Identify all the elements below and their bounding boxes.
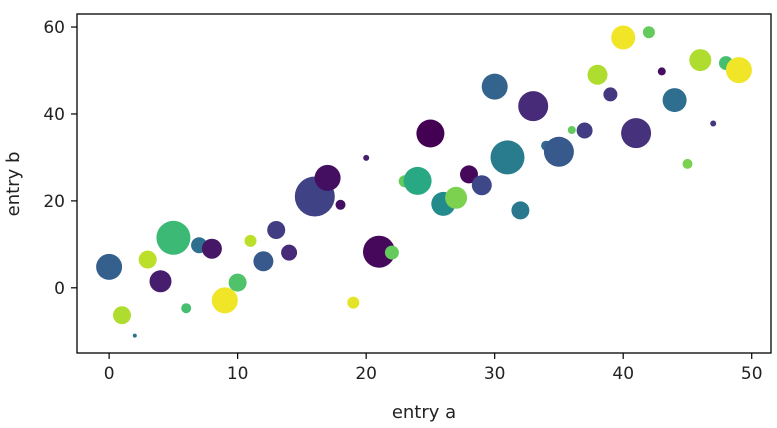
data-point-14 <box>281 244 298 261</box>
data-point-12 <box>253 251 274 272</box>
data-point-9 <box>211 287 238 314</box>
data-point-40 <box>621 118 652 149</box>
data-point-23 <box>403 166 432 195</box>
ticks-layer: 0 10 20 30 40 50 0 20 40 60 <box>43 18 762 384</box>
data-point-42 <box>657 67 666 76</box>
data-point-19 <box>363 154 370 161</box>
x-tick-label: 10 <box>227 364 249 384</box>
axes-frame <box>76 13 772 354</box>
data-point-26 <box>445 186 468 209</box>
data-point-35 <box>567 126 576 134</box>
data-point-2 <box>132 333 137 338</box>
data-point-48 <box>725 57 752 84</box>
y-tick-label: 20 <box>43 192 65 212</box>
data-point-38 <box>603 87 618 102</box>
data-point-29 <box>481 73 508 100</box>
y-axis-label: entry b <box>3 152 24 217</box>
data-point-3 <box>138 250 157 269</box>
y-tick-label: 40 <box>43 105 65 125</box>
data-point-39 <box>611 25 636 50</box>
data-point-13 <box>267 221 286 239</box>
x-tick-label: 20 <box>355 364 377 384</box>
data-point-8 <box>201 238 222 259</box>
data-point-4 <box>149 270 172 293</box>
data-point-24 <box>416 119 445 148</box>
x-tick-label: 0 <box>104 364 115 384</box>
data-point-41 <box>642 26 655 39</box>
data-point-18 <box>347 296 360 309</box>
data-point-1 <box>113 306 131 325</box>
data-point-45 <box>689 49 712 72</box>
data-point-30 <box>490 140 525 175</box>
data-point-31 <box>511 201 530 220</box>
data-point-37 <box>587 64 608 85</box>
data-point-10 <box>228 273 247 292</box>
data-point-28 <box>471 175 492 196</box>
data-point-27 <box>460 165 478 184</box>
y-tick-label: 60 <box>43 18 65 38</box>
data-point-36 <box>576 122 593 139</box>
x-tick-label: 30 <box>484 364 506 384</box>
data-point-46 <box>710 120 717 127</box>
data-point-43 <box>662 88 687 113</box>
data-point-44 <box>682 158 693 169</box>
data-point-6 <box>181 303 192 314</box>
data-point-34 <box>543 136 574 167</box>
data-point-17 <box>335 199 346 210</box>
data-point-32 <box>518 91 549 122</box>
data-point-20 <box>363 235 395 268</box>
data-point-0 <box>96 253 123 280</box>
x-tick-label: 50 <box>741 364 763 384</box>
data-point-16 <box>314 164 341 191</box>
data-point-11 <box>244 234 257 247</box>
data-point-21 <box>384 245 399 260</box>
data-point-5 <box>156 220 191 255</box>
points-layer <box>96 25 752 338</box>
x-axis-label: entry a <box>392 402 456 423</box>
x-tick-label: 40 <box>612 364 634 384</box>
y-tick-label: 0 <box>54 279 65 299</box>
